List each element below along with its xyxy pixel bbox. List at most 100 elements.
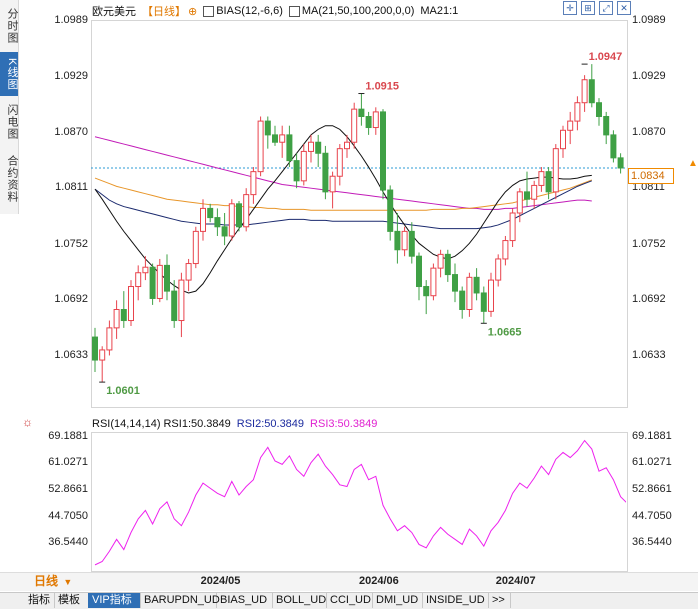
candle-body xyxy=(531,184,538,200)
candle-body xyxy=(509,212,516,242)
rsi-tick: 44.7050 xyxy=(48,510,88,522)
candle xyxy=(452,263,458,303)
candle xyxy=(243,188,250,232)
period-label[interactable]: 【日线】 xyxy=(142,6,186,18)
rsi-settings-icon[interactable]: ☼ xyxy=(22,415,33,429)
candle-body xyxy=(545,171,552,193)
close-icon[interactable]: ✕ xyxy=(617,1,631,15)
tab-kline[interactable]: K线图 xyxy=(0,52,18,96)
rsi-tick: 44.7050 xyxy=(632,510,672,522)
candle xyxy=(178,272,185,338)
candle-body xyxy=(437,253,444,269)
ma-line-navy xyxy=(94,180,592,230)
indicator-tab[interactable]: DMI_UD xyxy=(372,593,423,608)
indicator-tab[interactable]: VIP指标 xyxy=(88,593,141,608)
ma-label[interactable]: MA(21,50,100,200,0,0) xyxy=(301,5,415,17)
candle-body xyxy=(257,120,264,173)
price-tick: 1.0989 xyxy=(632,14,666,26)
candle-body xyxy=(178,279,185,322)
candle xyxy=(214,208,221,236)
candle xyxy=(142,256,149,281)
candle xyxy=(351,102,358,149)
tab-timeshare[interactable]: 分时图 xyxy=(6,8,18,44)
candle xyxy=(358,93,365,126)
price-tick: 1.0633 xyxy=(632,349,666,361)
rsi-line xyxy=(94,439,626,566)
candle xyxy=(228,199,235,241)
candle xyxy=(308,134,314,163)
period-settings-icon[interactable]: ⊕ xyxy=(188,5,198,18)
candle-body xyxy=(315,141,322,154)
candle-body xyxy=(228,203,235,237)
price-tick: 1.0989 xyxy=(54,14,88,26)
candle xyxy=(423,280,430,315)
rsi-chart[interactable] xyxy=(91,432,626,570)
candle-body xyxy=(286,134,293,162)
indicator-tab[interactable]: >> xyxy=(488,593,511,608)
candle xyxy=(574,96,581,131)
candle xyxy=(221,213,228,246)
candle-body xyxy=(560,129,566,150)
rsi-title[interactable]: RSI(14,14,14) xyxy=(92,418,161,430)
candle-body xyxy=(207,207,214,219)
candle-body xyxy=(99,349,106,361)
indicator-tab[interactable]: BARUPDN_UD xyxy=(140,593,220,608)
price-tick: 1.0692 xyxy=(54,293,88,305)
price-chart[interactable]: 1.0947 1.0915 1.0601 1.0665 xyxy=(91,20,626,406)
candle xyxy=(279,125,286,158)
candle-body xyxy=(113,309,120,329)
date-label: 2024/05 xyxy=(200,575,241,587)
candle-body xyxy=(200,207,206,232)
candle-body xyxy=(408,230,415,257)
tab-lightning[interactable]: 闪电图 xyxy=(6,104,18,140)
candle-body xyxy=(473,276,480,294)
rsi-tick: 61.0271 xyxy=(48,456,88,468)
indicator-tab[interactable]: INSIDE_UD xyxy=(422,593,489,608)
candle-body xyxy=(387,189,394,232)
candle xyxy=(164,254,170,301)
candle-body xyxy=(581,79,588,104)
candle-body xyxy=(610,134,617,159)
candle xyxy=(502,235,509,266)
candle-body xyxy=(495,258,502,281)
indicator-tab[interactable]: 指标 xyxy=(24,593,55,608)
candle-body xyxy=(516,191,523,214)
candle-body xyxy=(588,79,595,104)
extreme-label: 1.0601 xyxy=(106,385,140,397)
indicator-tab[interactable]: BOLL_UD xyxy=(272,593,327,608)
candle-body xyxy=(372,111,379,129)
candle xyxy=(322,145,329,200)
candle xyxy=(459,286,466,319)
candle xyxy=(250,167,257,204)
candle-body xyxy=(106,327,113,351)
candle-body xyxy=(308,141,314,152)
candle xyxy=(567,111,574,145)
candle xyxy=(149,263,156,305)
current-price-tag: 1.0834 xyxy=(628,168,674,184)
candle xyxy=(185,258,192,292)
candle-body xyxy=(300,150,307,182)
bias-label[interactable]: BIAS(12,-6,6) xyxy=(216,5,283,17)
candle xyxy=(372,107,379,135)
price-tick: 1.0929 xyxy=(632,70,666,82)
indicator-tab[interactable]: 模板 xyxy=(54,593,89,608)
price-tick: 1.0929 xyxy=(54,70,88,82)
rsi-axis-right: 69.1881 61.0271 52.8661 44.7050 36.5440 xyxy=(630,430,698,570)
price-tick: 1.0870 xyxy=(54,126,88,138)
period-button[interactable]: 日线 ▼ xyxy=(20,574,74,589)
rsi2-value: RSI2:50.3849 xyxy=(236,418,305,430)
rsi3-value: RSI3:50.3849 xyxy=(310,418,378,430)
candle xyxy=(300,144,307,186)
candle-body xyxy=(423,286,430,297)
fit-icon[interactable]: ⊞ xyxy=(581,1,595,15)
chart-legend: 欧元美元 【日线】 ⊕ BIAS(12,-6,6) MA(21,50,100,2… xyxy=(92,3,464,19)
indicator-tab[interactable]: CCI_UD xyxy=(326,593,373,608)
indicator-tab[interactable]: BIAS_UD xyxy=(216,593,273,608)
crosshair-icon[interactable]: ✛ xyxy=(563,1,577,15)
candle-body xyxy=(329,175,336,193)
candle-body xyxy=(171,290,178,322)
expand-icon[interactable]: ⤢ xyxy=(599,1,613,15)
candle xyxy=(156,258,163,303)
price-chart-panel xyxy=(91,20,628,408)
tab-contract-info[interactable]: 合约资料 xyxy=(6,155,18,203)
